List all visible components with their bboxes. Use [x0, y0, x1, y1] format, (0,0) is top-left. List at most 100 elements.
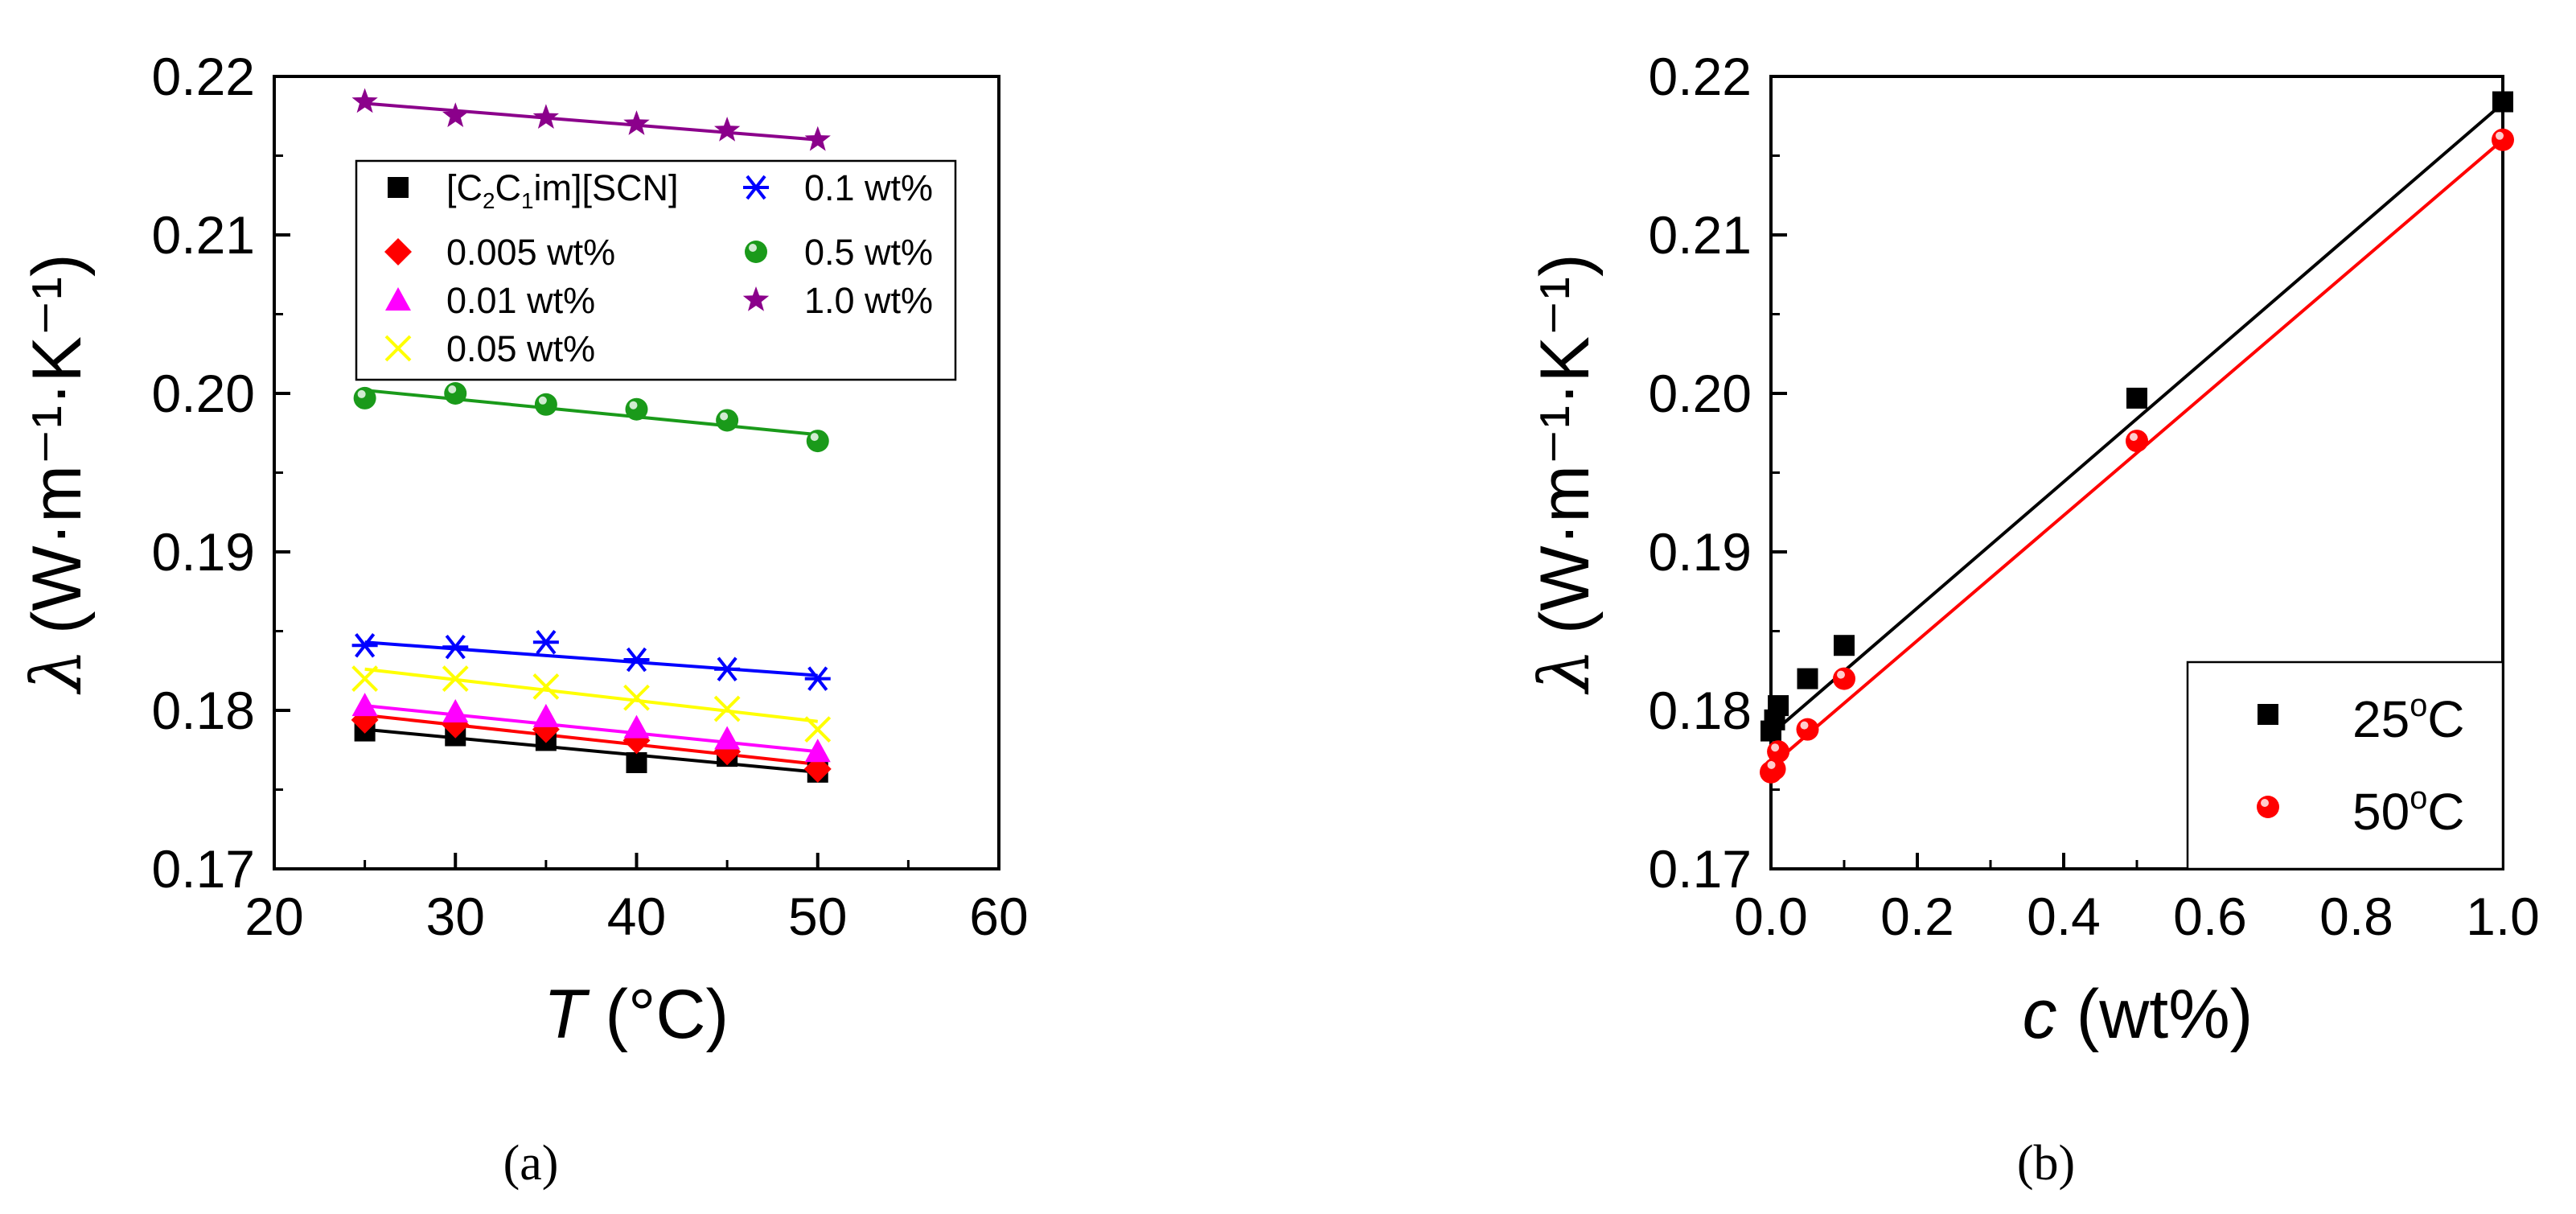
- legend-label-25c: 25oC: [2352, 688, 2464, 748]
- legend-label-05: 0.5 wt%: [804, 232, 933, 273]
- b-point-s1-6: [2492, 128, 2514, 151]
- a-point-s6-4: [714, 117, 741, 142]
- a-fit-line-2: [364, 704, 818, 754]
- a-point-s2-1: [442, 698, 469, 722]
- b-y-tick-label: 0.22: [1649, 47, 1752, 106]
- panel-b-x-axis-title: c (wt%): [2023, 976, 2253, 1053]
- a-point-s4-5: [804, 666, 831, 691]
- b-x-tick-label: 0.2: [1880, 887, 1954, 946]
- panel-a-legend-marker-0: [388, 177, 409, 198]
- a-y-tick-label: 0.19: [152, 522, 255, 582]
- a-fit-line-5: [364, 389, 818, 437]
- panel-a-points: [351, 88, 832, 783]
- panel-a-x-axis-title: T (°C): [544, 976, 729, 1053]
- a-point-s3-1: [442, 665, 469, 693]
- legend-label-01: 0.1 wt%: [804, 167, 933, 208]
- a-point-s4-2: [532, 630, 559, 655]
- a-x-tick-label: 60: [969, 887, 1028, 946]
- b-y-tick-label: 0.17: [1649, 839, 1752, 899]
- b-x-tick-label: 0.4: [2027, 887, 2101, 946]
- legend-label-005: 0.05 wt%: [446, 328, 595, 369]
- panel-b-legend-marker-0: [2258, 704, 2278, 725]
- a-point-s2-4: [714, 726, 741, 750]
- a-fit-line-6: [364, 101, 818, 142]
- panel-a-legend-markers: [384, 175, 770, 362]
- a-point-s6-2: [532, 104, 559, 129]
- a-y-tick-label: 0.21: [152, 205, 255, 265]
- panel-a-label: (a): [503, 1136, 559, 1191]
- panel-b-legend-markers: [2257, 704, 2279, 818]
- b-point-s1-3: [1796, 718, 1819, 741]
- a-y-tick-label: 0.17: [152, 839, 255, 899]
- a-point-s1-5: [803, 755, 832, 783]
- legend-label-ionic-liquid: [C2C1im][SCN]: [446, 167, 679, 213]
- a-fit-line-1: [364, 713, 818, 766]
- panel-a-legend-marker-5: [745, 241, 767, 263]
- panel-a-ticks: [273, 75, 1000, 870]
- panel-a-y-axis-title: λ(W·m⁻¹·K⁻¹): [17, 253, 97, 694]
- panel-a-fit-lines: [364, 101, 818, 774]
- a-point-s6-5: [804, 126, 831, 151]
- b-point-s1-1: [1763, 757, 1786, 780]
- panel-a-legend-marker-1: [384, 238, 412, 265]
- a-point-s4-4: [714, 656, 741, 682]
- a-point-s4-3: [623, 647, 650, 673]
- b-x-tick-label: 1.0: [2466, 887, 2540, 946]
- legend-label-001: 0.01 wt%: [446, 280, 595, 321]
- a-point-s2-2: [532, 703, 559, 727]
- a-x-tick-label: 30: [426, 887, 485, 946]
- b-x-tick-label: 0.8: [2319, 887, 2393, 946]
- a-point-s5-1: [444, 382, 467, 405]
- panel-b-points: [1760, 91, 2514, 784]
- a-y-tick-label: 0.18: [152, 681, 255, 740]
- a-point-s5-0: [353, 386, 376, 409]
- a-x-tick-label: 20: [244, 887, 303, 946]
- panel-b-legend-box: [2186, 660, 2504, 870]
- a-point-s3-4: [713, 695, 741, 722]
- a-point-s4-1: [442, 634, 469, 660]
- b-point-s0-5: [2126, 387, 2147, 409]
- panel-b-tick-labels: 0.17 0.18 0.19 0.20 0.21 0.22 0.0 0.2 0.4 0.6 0.8 1…: [1649, 47, 2540, 946]
- a-point-s5-3: [625, 397, 648, 421]
- panel-a-legend-marker-2: [385, 287, 411, 311]
- panel-a-legend-marker-4: [743, 175, 769, 200]
- panel-a-chart: 0.17 0.18 0.19 0.20 0.21 0.22 20 30 40 50 60 [C2C1…: [17, 47, 1029, 1191]
- b-point-s0-3: [1797, 668, 1818, 689]
- a-point-s4-0: [351, 632, 378, 658]
- b-fit-line-1: [1769, 138, 2504, 767]
- a-point-s3-2: [532, 673, 560, 700]
- panel-a-legend-marker-6: [742, 286, 770, 311]
- b-point-s0-2: [1768, 695, 1789, 717]
- a-point-s0-3: [626, 752, 647, 774]
- b-y-tick-label: 0.20: [1649, 364, 1752, 423]
- a-point-s2-5: [804, 739, 831, 763]
- a-point-s2-0: [351, 693, 378, 717]
- a-point-s6-3: [623, 110, 650, 135]
- a-fit-line-0: [364, 727, 818, 774]
- a-point-s6-1: [442, 102, 469, 127]
- b-x-tick-label: 0.0: [1734, 887, 1808, 946]
- b-x-tick-label: 0.6: [2173, 887, 2247, 946]
- a-y-tick-label: 0.22: [152, 47, 255, 106]
- legend-label-0005: 0.005 wt%: [446, 232, 615, 273]
- panel-b-fit-lines: [1769, 101, 2504, 767]
- a-fit-line-4: [364, 640, 818, 677]
- b-y-tick-label: 0.19: [1649, 522, 1752, 582]
- b-point-s1-2: [1767, 740, 1790, 763]
- a-point-s6-0: [351, 88, 378, 113]
- a-point-s5-5: [806, 430, 829, 453]
- a-fit-line-3: [364, 667, 818, 723]
- a-point-s5-4: [716, 409, 739, 432]
- a-point-s3-5: [804, 716, 832, 743]
- panel-b-legend-marker-1: [2257, 796, 2279, 818]
- b-point-s0-6: [2492, 91, 2513, 113]
- panel-a-legend-marker-3: [384, 335, 412, 362]
- b-point-s1-4: [1833, 667, 1855, 690]
- b-fit-line-0: [1769, 101, 2504, 736]
- b-y-tick-label: 0.18: [1649, 681, 1752, 740]
- a-x-tick-label: 50: [788, 887, 847, 946]
- legend-label-10: 1.0 wt%: [804, 280, 933, 321]
- a-point-s3-3: [623, 684, 650, 711]
- b-y-tick-label: 0.21: [1649, 205, 1752, 265]
